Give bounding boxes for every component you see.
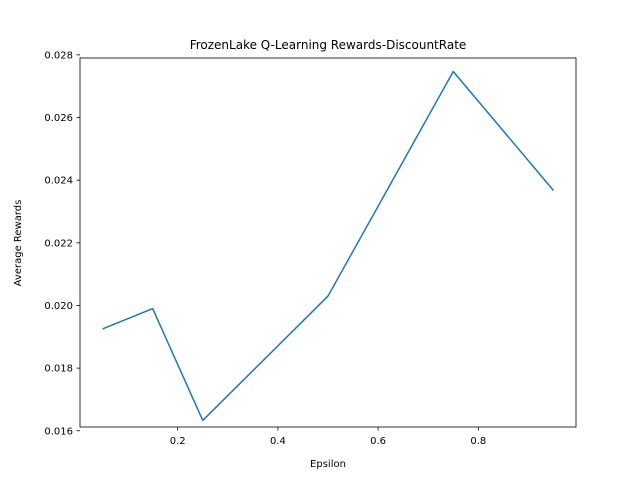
series-layer <box>102 70 555 422</box>
y-tick-label: 0.018 <box>44 364 73 375</box>
x-tick-label: 0.6 <box>370 436 386 447</box>
y-tick-label: 0.026 <box>44 113 73 124</box>
x-axis-ticks: 0.2 0.4 0.6 0.8 <box>170 427 486 447</box>
x-tick-label: 0.4 <box>270 436 286 447</box>
y-axis-label: Average Rewards <box>13 200 24 287</box>
plot-frame <box>79 57 577 428</box>
y-tick-label: 0.022 <box>44 238 73 249</box>
y-axis-ticks: 0.016 0.018 0.020 0.022 0.024 0.026 0.028 <box>44 50 80 437</box>
y-tick-label: 0.020 <box>44 301 73 312</box>
x-tick-label: 0.2 <box>170 436 186 447</box>
y-tick-label: 0.028 <box>44 50 73 61</box>
y-tick-label: 0.024 <box>44 176 73 187</box>
x-tick-label: 0.8 <box>470 436 486 447</box>
y-tick-label: 0.016 <box>44 426 73 437</box>
series-line <box>102 70 555 422</box>
x-axis-label: Epsilon <box>310 459 346 470</box>
chart-title: FrozenLake Q-Learning Rewards-DiscountRa… <box>190 38 467 52</box>
